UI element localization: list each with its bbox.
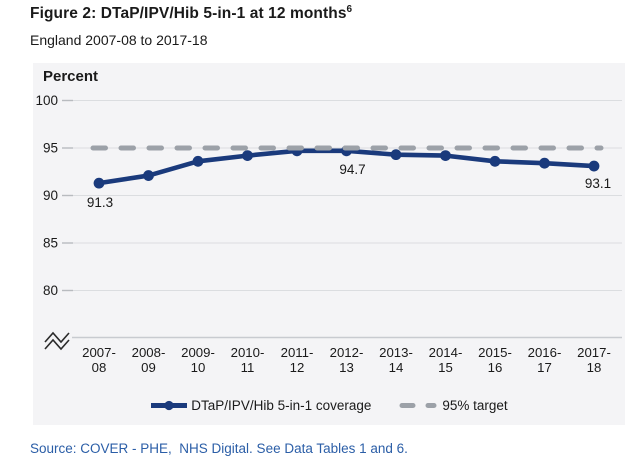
x-tick-label-2015-16: 2015-: [478, 345, 512, 360]
y-axis-title: Percent: [43, 68, 99, 85]
x-tick-label-2016-17: 17: [537, 360, 552, 375]
data-label-2012-13: 94.7: [339, 162, 365, 177]
x-tick-label-2015-16: 16: [488, 360, 503, 375]
source-note: Source: COVER - PHE, NHS Digital. See Da…: [30, 441, 408, 456]
x-tick-label-2009-10: 2009-: [181, 345, 215, 360]
figure-title: Figure 2: DTaP/IPV/Hib 5-in-1 at 12 mont…: [30, 3, 353, 23]
x-tick-label-2013-14: 2013-: [379, 345, 413, 360]
x-tick-label-2008-09: 09: [141, 360, 156, 375]
figure-title-text: Figure 2: DTaP/IPV/Hib 5-in-1 at 12 mont…: [30, 5, 347, 22]
x-tick-label-2007-08: 08: [92, 360, 107, 375]
y-tick-label-100: 100: [35, 93, 58, 108]
x-tick-label-2008-09: 2008-: [132, 345, 166, 360]
axis-break-icon: [44, 331, 70, 344]
x-tick-label-2011-12: 2011-: [281, 345, 314, 360]
x-tick-label-2012-13: 13: [339, 360, 354, 375]
data-point-2009-10: [192, 155, 204, 167]
data-point-2015-16: [489, 155, 501, 167]
data-point-2008-09: [143, 170, 154, 181]
figure-title-footnote-marker: 6: [346, 3, 353, 15]
x-tick-label-2017-18: 2017-: [577, 345, 611, 360]
data-label-2017-18: 93.1: [585, 176, 611, 191]
x-tick-label-2017-18: 18: [587, 360, 602, 375]
legend-label-coverage: DTaP/IPV/Hib 5-in-1 coverage: [191, 398, 372, 413]
figure-subtitle: England 2007-08 to 2017-18: [30, 32, 208, 48]
x-tick-label-2010-11: 11: [241, 360, 255, 375]
x-tick-label-2012-13: 2012-: [330, 345, 364, 360]
x-tick-label-2011-12: 12: [290, 360, 305, 375]
x-tick-label-2014-15: 2014-: [429, 345, 463, 360]
y-tick-label-85: 85: [43, 236, 58, 251]
data-point-2013-14: [390, 149, 402, 161]
x-tick-label-2016-17: 2016-: [528, 345, 562, 360]
y-tick-label-80: 80: [43, 283, 58, 298]
legend-item-target: 95% target: [399, 398, 508, 413]
legend-label-target: 95% target: [442, 398, 508, 413]
x-tick-label-2013-14: 14: [389, 360, 404, 375]
data-point-2007-08: [93, 177, 105, 189]
data-label-2007-08: 91.3: [87, 195, 113, 210]
x-tick-label-2009-10: 10: [191, 360, 206, 375]
data-point-2016-17: [539, 157, 550, 169]
axis-break-icon: [44, 338, 70, 351]
x-tick-label-2010-11: 2010-: [231, 345, 265, 360]
y-tick-label-90: 90: [43, 188, 58, 203]
target-dash-swatch-icon: [399, 403, 437, 408]
y-tick-label-95: 95: [43, 141, 58, 156]
chart-legend: DTaP/IPV/Hib 5-in-1 coverage 95% target: [33, 398, 625, 413]
data-point-2014-15: [440, 150, 451, 161]
data-point-2017-18: [588, 160, 600, 172]
legend-item-coverage: DTaP/IPV/Hib 5-in-1 coverage: [150, 398, 371, 413]
line-chart: 100 95 90 85 80 2007-08 2008-09 2009-10 2010-11 2…: [35, 93, 622, 375]
data-point-2010-11: [242, 150, 253, 161]
chart-panel: Percent 100 95 90 85 80 2007- 08 2008- 09 2009- 10…: [33, 63, 625, 425]
x-tick-label-2014-15: 15: [438, 360, 453, 375]
x-tick-label-2007-08: 2007-: [82, 345, 116, 360]
coverage-line-swatch-icon: [151, 400, 188, 411]
